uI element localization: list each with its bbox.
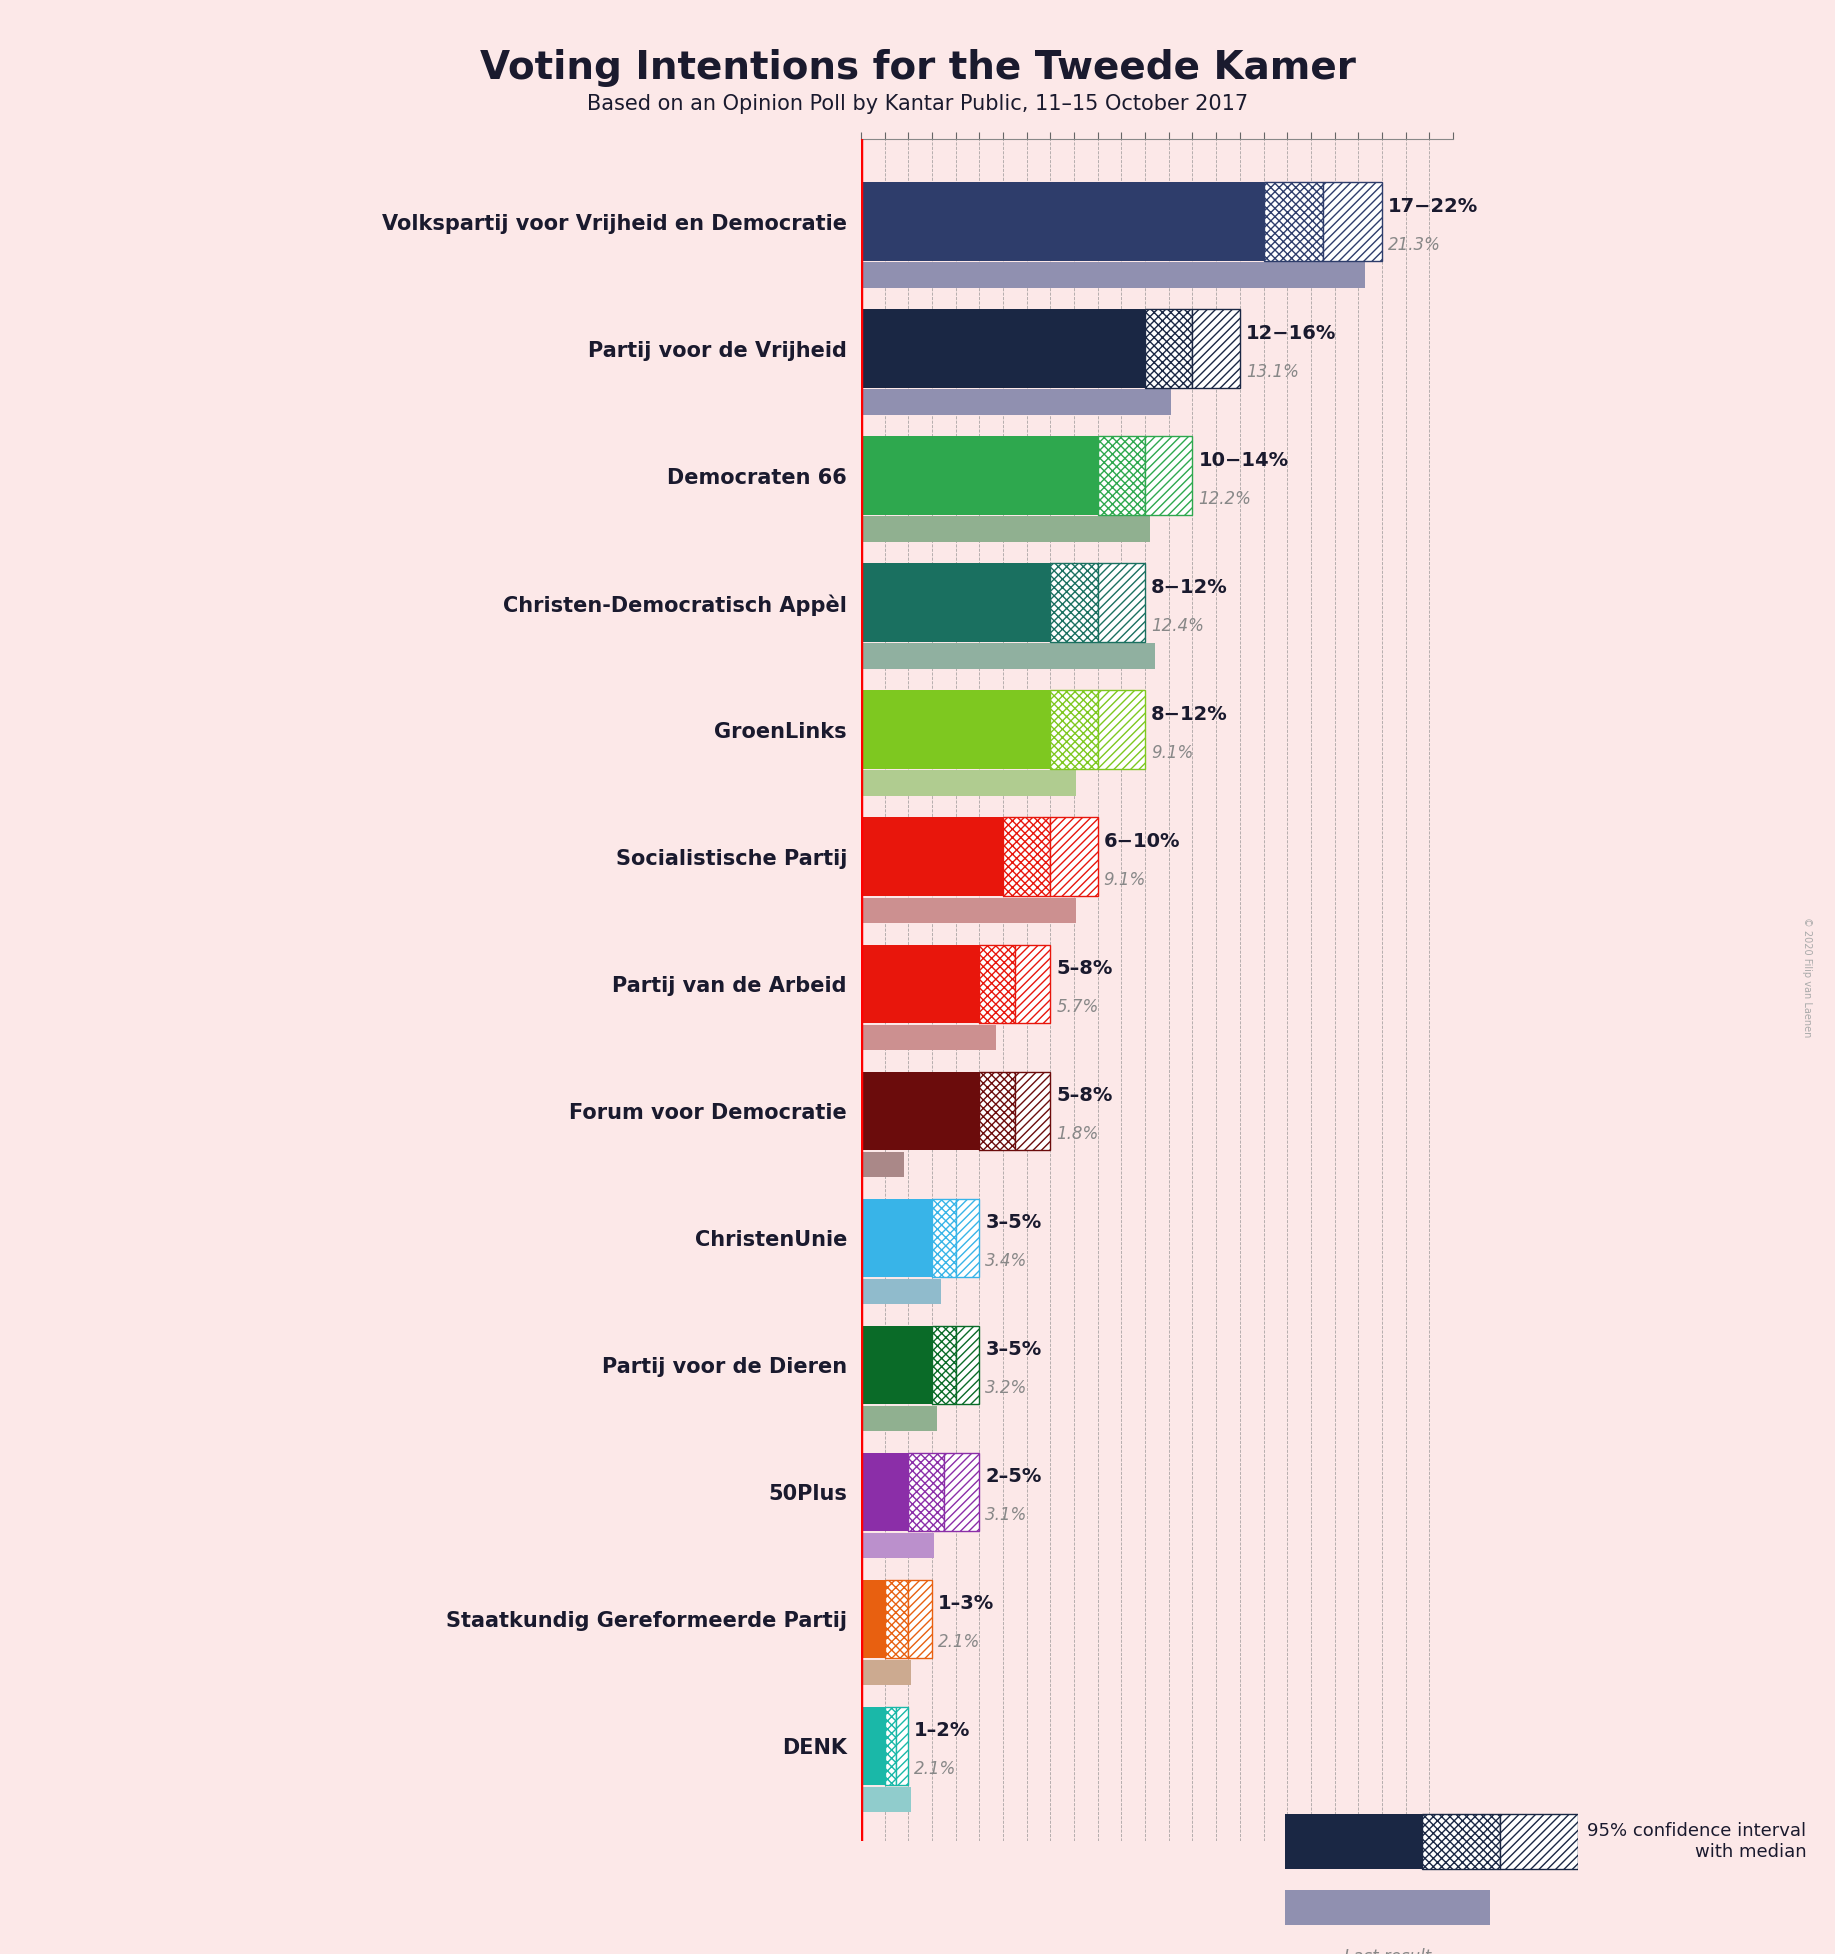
Bar	[861, 436, 1097, 516]
Bar	[1015, 1071, 1050, 1151]
Text: 8−12%: 8−12%	[1151, 578, 1228, 598]
Bar	[861, 1452, 908, 1532]
Bar	[861, 1786, 910, 1811]
Text: 17−22%: 17−22%	[1387, 197, 1479, 217]
Text: 1–3%: 1–3%	[938, 1594, 995, 1614]
Text: 1–2%: 1–2%	[914, 1721, 971, 1741]
Text: 3.2%: 3.2%	[985, 1380, 1028, 1397]
Text: 12.4%: 12.4%	[1151, 617, 1204, 635]
Text: 9.1%: 9.1%	[1103, 871, 1145, 889]
Bar	[861, 1532, 934, 1557]
Bar	[1004, 817, 1050, 897]
Bar	[861, 389, 1171, 414]
Bar	[861, 643, 1154, 668]
Bar	[861, 1325, 932, 1405]
Bar	[884, 1706, 897, 1786]
Text: 2–5%: 2–5%	[985, 1467, 1042, 1487]
Text: 12.2%: 12.2%	[1198, 490, 1251, 508]
Bar	[1097, 563, 1145, 643]
Bar	[1264, 182, 1323, 262]
Text: 3–5%: 3–5%	[985, 1213, 1042, 1233]
Bar	[1145, 309, 1193, 389]
Bar	[861, 563, 1050, 643]
Bar	[1145, 436, 1193, 516]
Bar	[1422, 1813, 1499, 1868]
Text: 6−10%: 6−10%	[1103, 832, 1180, 852]
Bar	[897, 1706, 908, 1786]
Bar	[1323, 182, 1382, 262]
Bar	[861, 770, 1077, 795]
Text: 2.1%: 2.1%	[914, 1761, 956, 1778]
Text: 1.8%: 1.8%	[1057, 1126, 1099, 1143]
Text: 9.1%: 9.1%	[1151, 744, 1193, 762]
Text: 12−16%: 12−16%	[1246, 324, 1336, 344]
Bar	[908, 1579, 932, 1659]
Text: 2.1%: 2.1%	[938, 1634, 980, 1651]
Text: Voting Intentions for the Tweede Kamer: Voting Intentions for the Tweede Kamer	[479, 49, 1356, 88]
Bar	[861, 944, 980, 1024]
Text: © 2020 Filip van Laenen: © 2020 Filip van Laenen	[1802, 916, 1813, 1038]
Bar	[861, 1024, 996, 1049]
Text: Last result: Last result	[1343, 1948, 1431, 1954]
Bar	[908, 1452, 943, 1532]
Bar	[980, 944, 1015, 1024]
Bar	[861, 182, 1264, 262]
Text: 3.4%: 3.4%	[985, 1253, 1028, 1270]
Bar	[1284, 1813, 1422, 1868]
Bar	[861, 516, 1151, 541]
Bar	[861, 262, 1365, 287]
Bar	[943, 1452, 980, 1532]
Text: 95% confidence interval
with median: 95% confidence interval with median	[1587, 1823, 1806, 1860]
Text: 21.3%: 21.3%	[1387, 236, 1440, 254]
Bar	[861, 1151, 903, 1176]
Bar	[932, 1325, 956, 1405]
Bar	[861, 690, 1050, 770]
Bar	[861, 1579, 884, 1659]
Bar	[1050, 563, 1097, 643]
Text: 8−12%: 8−12%	[1151, 705, 1228, 725]
Bar	[861, 1659, 910, 1684]
Bar	[932, 1198, 956, 1278]
Bar	[1499, 1813, 1578, 1868]
Bar	[861, 897, 1077, 922]
Bar	[956, 1325, 980, 1405]
Text: 5–8%: 5–8%	[1057, 1086, 1112, 1106]
Text: Based on an Opinion Poll by Kantar Public, 11–15 October 2017: Based on an Opinion Poll by Kantar Publi…	[587, 94, 1248, 113]
Text: 10−14%: 10−14%	[1198, 451, 1288, 471]
Text: 5.7%: 5.7%	[1057, 998, 1099, 1016]
Bar	[861, 1198, 932, 1278]
Text: 5–8%: 5–8%	[1057, 959, 1112, 979]
Bar	[1050, 690, 1097, 770]
Text: 3–5%: 3–5%	[985, 1340, 1042, 1360]
Bar	[861, 817, 1004, 897]
Bar	[861, 1278, 941, 1303]
Bar	[1097, 690, 1145, 770]
Text: 3.1%: 3.1%	[985, 1507, 1028, 1524]
Bar	[861, 1405, 936, 1430]
Bar	[1050, 817, 1097, 897]
Bar	[980, 1071, 1015, 1151]
Bar	[861, 309, 1145, 389]
Bar	[884, 1579, 908, 1659]
Bar	[1193, 309, 1240, 389]
Bar	[861, 1071, 980, 1151]
Bar	[861, 1706, 884, 1786]
Bar	[1097, 436, 1145, 516]
Bar	[956, 1198, 980, 1278]
Bar	[1015, 944, 1050, 1024]
Text: 13.1%: 13.1%	[1246, 363, 1299, 381]
